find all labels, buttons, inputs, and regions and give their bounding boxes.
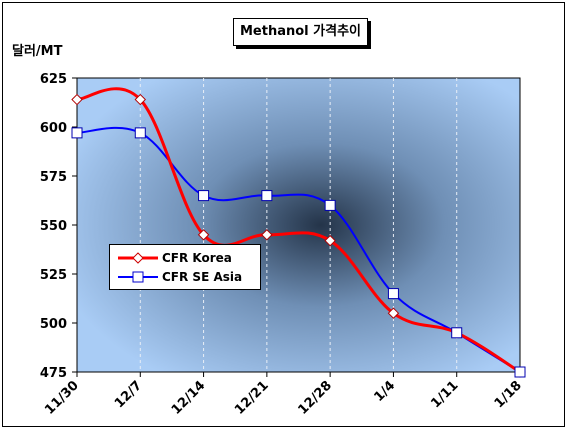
data-point-cfr-se-asia <box>261 190 273 202</box>
data-point-cfr-se-asia <box>514 366 526 378</box>
legend-item-cfr-korea: CFR Korea <box>110 248 260 268</box>
plot-area <box>76 77 521 373</box>
y-tick-label: 625 <box>40 72 67 87</box>
data-point-cfr-se-asia <box>324 199 336 211</box>
y-tick-label: 500 <box>40 317 67 332</box>
x-tick-label: 12/14 <box>169 378 209 418</box>
data-point-cfr-se-asia <box>451 327 463 339</box>
data-point-cfr-korea <box>134 93 146 106</box>
legend-swatch-cfr-korea <box>118 252 158 264</box>
data-point-cfr-se-asia <box>198 190 210 202</box>
data-point-cfr-korea <box>387 307 400 319</box>
y-axis-unit-label: 달러/MT <box>12 44 63 59</box>
x-tick-label: 12/7 <box>112 378 145 411</box>
legend-item-cfr-se-asia: CFR SE Asia <box>110 267 260 287</box>
legend-label-cfr-korea: CFR Korea <box>162 251 232 265</box>
y-tick-label: 475 <box>40 366 67 381</box>
y-tick-label: 575 <box>40 170 67 185</box>
data-point-cfr-se-asia <box>71 127 83 139</box>
y-tick-label: 600 <box>40 121 67 136</box>
x-tick-label: 11/30 <box>42 378 82 418</box>
x-tick-label: 12/28 <box>295 378 335 418</box>
data-point-cfr-korea <box>197 229 210 241</box>
legend-label-cfr-se-asia: CFR SE Asia <box>162 270 243 284</box>
data-point-cfr-korea <box>261 229 273 241</box>
series-line-cfr-korea <box>76 87 521 374</box>
x-tick-label: 12/21 <box>232 378 272 418</box>
data-point-cfr-se-asia <box>134 127 146 139</box>
series-line-cfr-se-asia <box>76 126 521 373</box>
legend-swatch-cfr-se-asia <box>118 271 158 283</box>
legend: CFR Korea CFR SE Asia <box>109 244 261 290</box>
y-tick-label: 550 <box>40 219 67 234</box>
data-point-cfr-korea <box>324 234 336 247</box>
chart-title: Methanol 가격추이 <box>233 18 369 46</box>
data-point-cfr-se-asia <box>387 288 399 300</box>
y-tick-label: 525 <box>40 268 67 283</box>
x-tick-label: 1/4 <box>371 378 398 405</box>
x-tick-label: 1/11 <box>428 378 461 411</box>
x-tick-label: 1/18 <box>492 378 525 411</box>
data-point-cfr-korea <box>71 93 83 106</box>
